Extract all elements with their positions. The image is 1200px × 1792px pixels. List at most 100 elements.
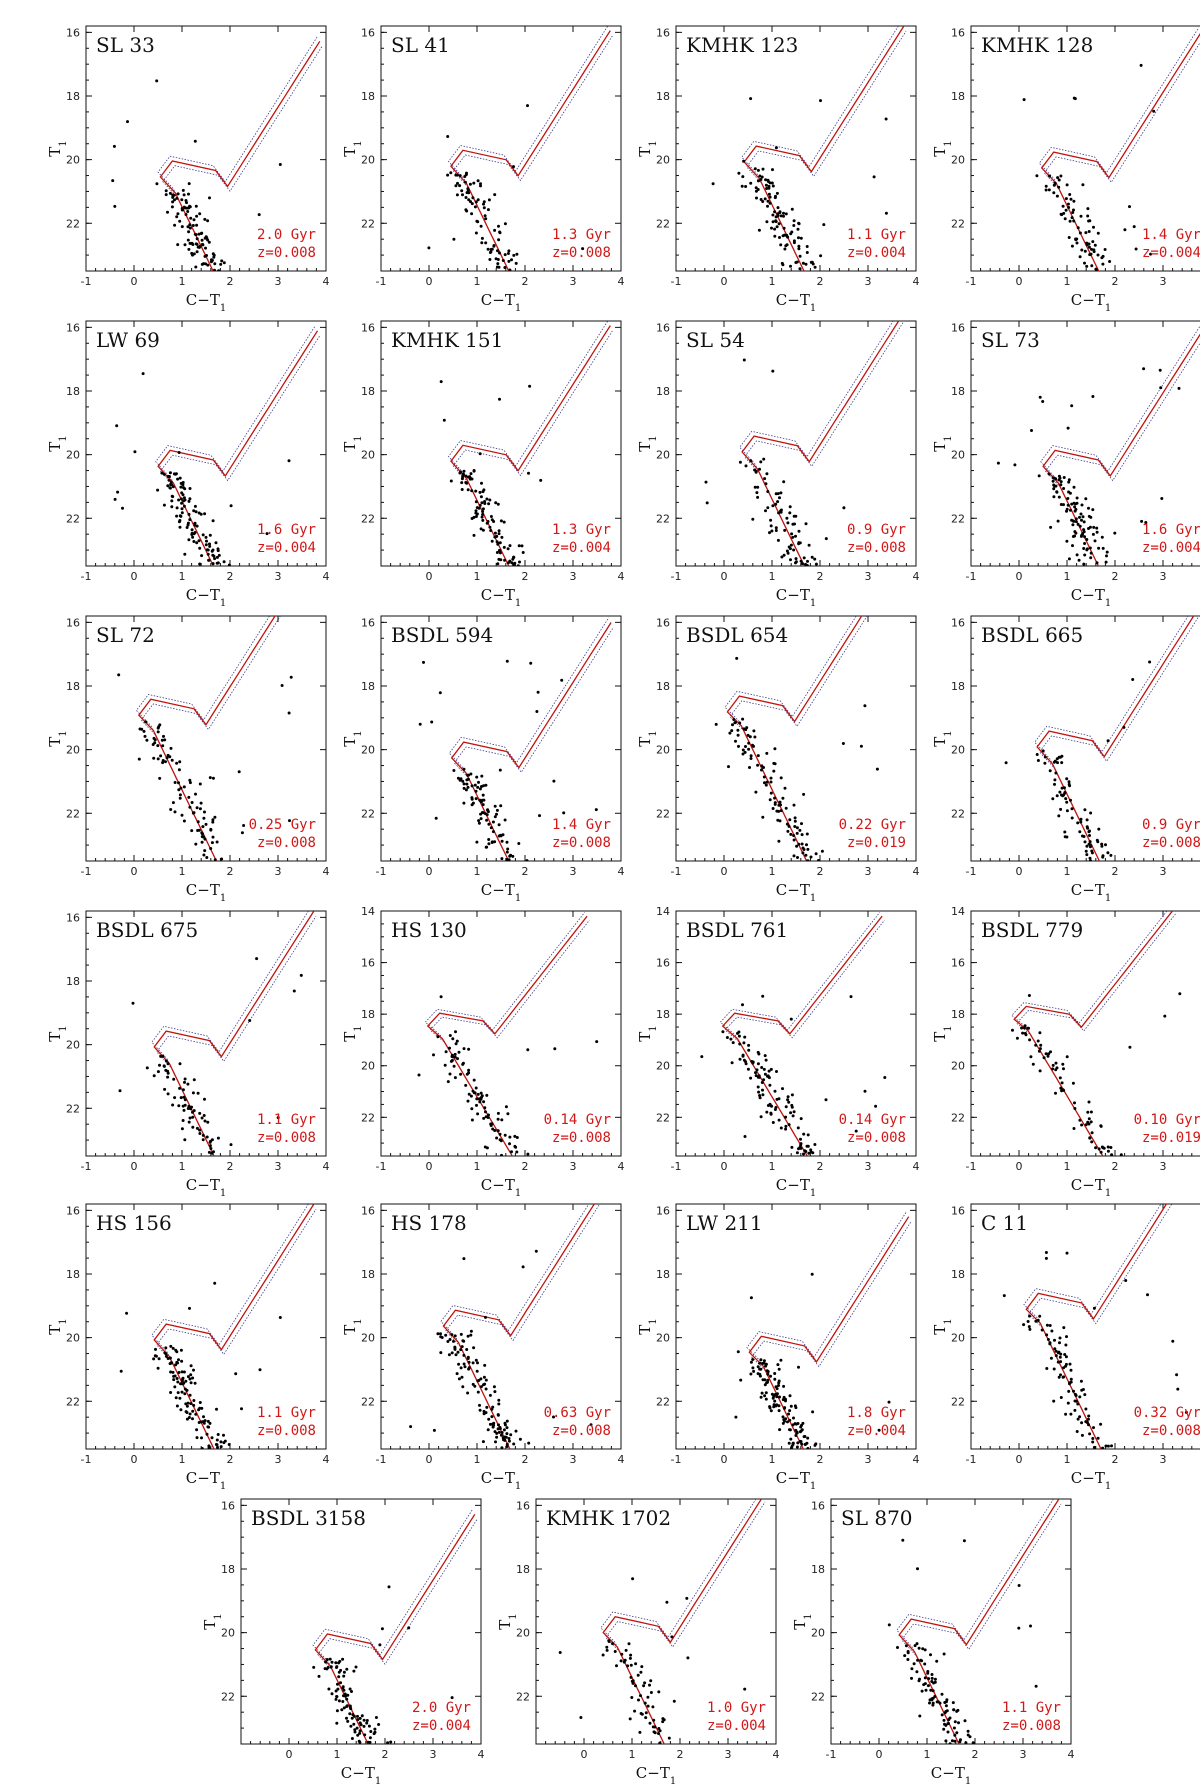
star-point [126,120,129,123]
star-point [721,1030,724,1033]
x-tick-label: 0 [286,1748,293,1761]
star-point [754,1071,757,1074]
star-point [180,502,183,505]
star-point [120,1370,123,1373]
star-point [743,1036,746,1039]
star-point [166,1076,169,1079]
star-point [806,251,809,254]
star-point [1088,1123,1091,1126]
star-point [476,1361,479,1364]
star-point [1081,183,1084,186]
star-point [1082,547,1085,550]
star-point [795,1423,798,1426]
star-point [774,1090,777,1093]
star-point [169,1357,172,1360]
star-point [1013,463,1016,466]
star-point [1123,228,1126,231]
y-tick-label: 18 [656,385,670,398]
star-point [750,757,753,760]
star-point [503,559,506,562]
star-point [461,1385,464,1388]
star-point [189,1394,192,1397]
metallicity-label: z=0.008 [552,835,611,851]
y-tick-label: 22 [656,512,670,525]
star-point [775,810,778,813]
star-point [459,1348,462,1351]
y-axis-subscript: 1 [353,435,364,441]
y-tick-label: 22 [361,217,375,230]
star-point [189,1373,192,1376]
star-point [198,829,201,832]
x-tick-label: 0 [426,570,433,583]
star-point [644,1702,647,1705]
star-point [497,225,500,228]
star-point [223,560,226,563]
star-point [335,1695,338,1698]
star-point [433,1429,436,1432]
x-axis-subscript: 1 [1105,893,1111,904]
star-point [1080,519,1083,522]
star-point [335,1666,338,1669]
star-point [500,519,503,522]
star-point [482,203,485,206]
star-point [804,854,807,857]
star-point [559,1651,562,1654]
star-point [189,1402,192,1405]
star-point [336,1683,339,1686]
age-label: 1.1 Gyr [847,227,906,243]
star-point [507,249,510,252]
star-point [176,478,179,481]
star-point [773,1400,776,1403]
metallicity-label: z=0.004 [412,1718,471,1734]
star-point [443,419,446,422]
star-point [763,1394,766,1397]
star-point [153,1074,156,1077]
star-point [188,513,191,516]
age-label: 1.1 Gyr [257,1405,316,1421]
star-point [801,851,804,854]
star-point [132,1002,135,1005]
star-point [163,504,166,507]
star-point [228,1443,231,1446]
star-point [1076,502,1079,505]
star-point [473,1079,476,1082]
y-tick-label: 14 [361,905,375,918]
y-tick-label: 16 [951,1204,965,1217]
star-point [483,1383,486,1386]
star-point [784,1398,787,1401]
cluster-name: SL 72 [96,623,155,647]
star-point [209,847,212,850]
star-point [767,180,770,183]
star-point [1089,857,1092,860]
star-point [798,530,801,533]
y-axis-subscript: 1 [943,435,954,441]
star-point [1100,843,1103,846]
star-point [496,562,499,565]
star-point [176,1381,179,1384]
star-point [1053,1347,1056,1350]
x-tick-label: 1 [1064,570,1071,583]
star-point [158,777,161,780]
star-point [493,229,496,232]
x-tick-label: 2 [817,1160,824,1173]
y-tick-label: 18 [516,1563,530,1576]
star-point [465,210,468,213]
y-axis-subscript: 1 [943,730,954,736]
star-point [1044,756,1047,759]
star-point [175,1350,178,1353]
star-point [1083,262,1086,265]
star-point [193,252,196,255]
star-point [1070,1378,1073,1381]
star-point [1084,250,1087,253]
star-point [343,1671,346,1674]
star-point [1028,994,1031,997]
star-point [794,816,797,819]
star-point [770,530,773,533]
star-point [765,752,768,755]
star-point [757,1053,760,1056]
star-point [731,723,734,726]
star-point [771,504,774,507]
